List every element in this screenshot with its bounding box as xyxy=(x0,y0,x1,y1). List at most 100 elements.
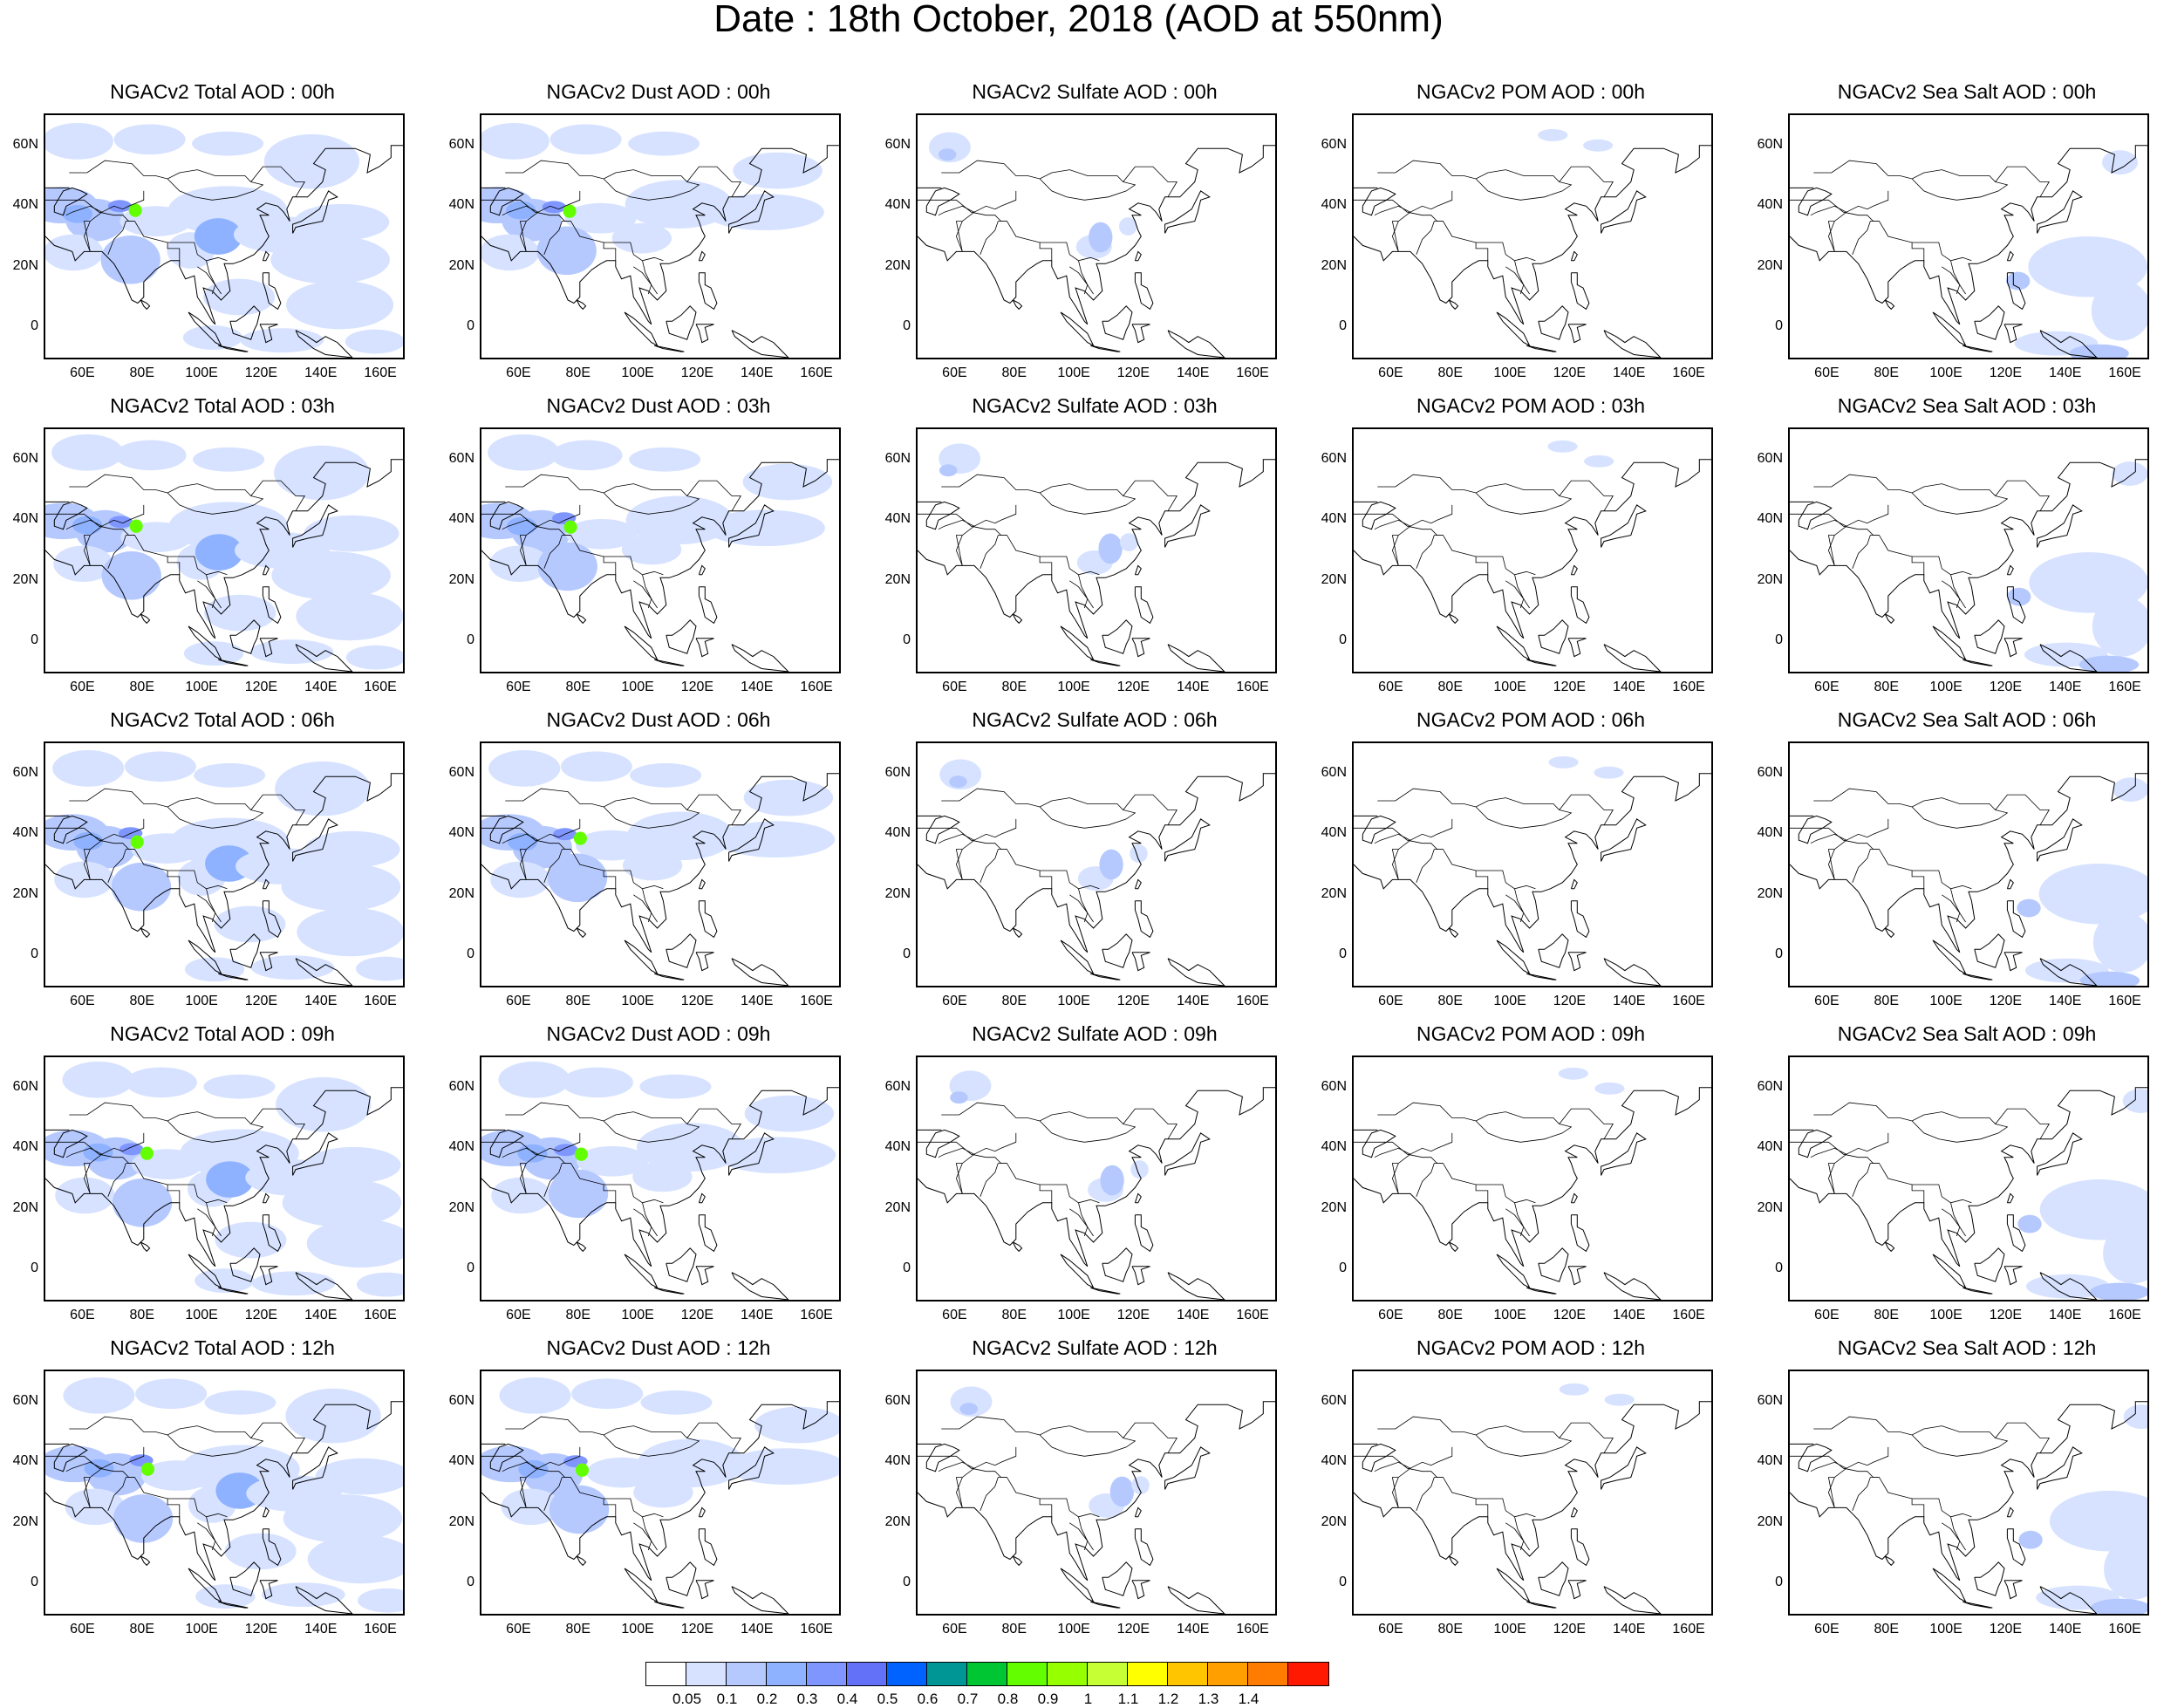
coastline xyxy=(262,1192,270,1204)
country-border xyxy=(642,888,658,923)
aod-blob xyxy=(754,1406,839,1444)
pom-aod-map xyxy=(1354,440,1711,672)
aod-blob xyxy=(576,1145,648,1177)
coastline xyxy=(1798,1443,1833,1472)
coastline xyxy=(925,1129,960,1158)
aod-blob xyxy=(1098,533,1123,564)
aod-blob xyxy=(481,234,540,271)
longitude-tick-label: 140E xyxy=(304,366,338,380)
map-panel xyxy=(480,113,841,359)
coastline xyxy=(1134,1506,1142,1518)
country-border xyxy=(1813,474,2051,512)
coastline xyxy=(262,878,270,890)
longitude-tick-label: 140E xyxy=(1613,1308,1646,1322)
longitude-tick-label: 60E xyxy=(70,1622,95,1636)
coastline xyxy=(1570,1214,1590,1253)
country-border xyxy=(1810,1461,1847,1472)
aod-blob xyxy=(357,1272,403,1297)
aod-blob xyxy=(742,463,833,501)
coastline xyxy=(1012,927,1023,939)
sulfate-aod-map xyxy=(918,1386,1275,1614)
country-border xyxy=(1377,474,1614,512)
aod-blob xyxy=(2069,344,2129,358)
coastline xyxy=(262,272,282,311)
coastline xyxy=(1060,939,1095,975)
latitude-tick-label: 20N xyxy=(12,885,38,901)
latitude-tick-label: 20N xyxy=(1757,1199,1783,1215)
coastline xyxy=(1060,1568,1095,1603)
coastline xyxy=(1448,299,1459,311)
aod-blob xyxy=(276,1076,372,1132)
coastline xyxy=(262,900,282,939)
aod-blob xyxy=(2079,655,2140,672)
aod-blob xyxy=(107,200,133,213)
country-border xyxy=(65,205,103,216)
country-border xyxy=(603,1434,700,1457)
longitude-tick-label: 120E xyxy=(244,1622,278,1636)
country-border xyxy=(1810,833,1847,844)
coastline xyxy=(1962,659,1993,666)
coastline xyxy=(1131,952,1150,972)
panel-title: NGACv2 Total AOD : 03h xyxy=(110,394,335,417)
coastline xyxy=(1538,1561,1569,1596)
coastline xyxy=(698,564,706,576)
latitude-tick-label: 0 xyxy=(31,318,38,334)
coastline xyxy=(53,1443,88,1472)
aod-blob xyxy=(45,123,113,160)
aod-blob xyxy=(1119,533,1138,552)
country-border xyxy=(1078,1516,1094,1551)
panel-title: NGACv2 Total AOD : 12h xyxy=(110,1336,335,1359)
colorbar-label: 0.2 xyxy=(756,1691,778,1707)
aod-blob xyxy=(2123,1404,2147,1430)
coastline xyxy=(1601,1132,1647,1176)
latitude-tick-label: 0 xyxy=(31,632,38,648)
country-border xyxy=(1078,1202,1094,1237)
coastline xyxy=(1012,613,1023,625)
aod-blob xyxy=(315,1458,403,1495)
country-border xyxy=(481,199,664,262)
coastline xyxy=(2006,1506,2014,1518)
aod-blob xyxy=(632,1161,693,1192)
coastline xyxy=(262,586,282,625)
coastline xyxy=(731,958,789,986)
country-border xyxy=(603,557,617,575)
coastline xyxy=(1134,586,1154,625)
longitude-tick-label: 80E xyxy=(129,366,154,380)
coastline xyxy=(1164,1132,1211,1176)
coastline xyxy=(918,1401,1275,1582)
longitude-tick-label: 120E xyxy=(244,366,278,380)
longitude-tick-label: 80E xyxy=(1001,680,1027,694)
coastline xyxy=(259,324,278,344)
coastline xyxy=(1134,1192,1142,1204)
longitude-tick-label: 160E xyxy=(800,680,833,694)
coastline xyxy=(2006,900,2026,939)
coastline xyxy=(1060,625,1095,661)
aod-blob xyxy=(55,1177,115,1214)
coastline xyxy=(2037,818,2083,862)
colorbar-label: 1.2 xyxy=(1157,1691,1179,1707)
aod-blob xyxy=(549,124,622,155)
country-border xyxy=(502,205,539,216)
coastline xyxy=(731,1272,789,1300)
country-border xyxy=(519,849,527,880)
longitude-tick-label: 160E xyxy=(1672,1308,1705,1322)
latitude-tick-label: 60N xyxy=(1321,136,1347,152)
panel-title: NGACv2 POM AOD : 06h xyxy=(1416,708,1646,731)
coastline xyxy=(1601,190,1647,234)
coastline xyxy=(925,1443,960,1472)
longitude-tick-label: 120E xyxy=(1553,994,1587,1008)
country-border xyxy=(1514,574,1530,609)
panel-title: NGACv2 POM AOD : 09h xyxy=(1416,1022,1646,1045)
coastline xyxy=(728,504,775,548)
coastline xyxy=(1134,900,1154,939)
country-border xyxy=(633,894,652,923)
coastline xyxy=(624,1254,659,1289)
longitude-tick-label: 60E xyxy=(506,994,531,1008)
country-border xyxy=(167,871,181,889)
aod-blob xyxy=(114,440,187,471)
latitude-tick-label: 40N xyxy=(1757,197,1783,213)
panel-title: NGACv2 Sulfate AOD : 03h xyxy=(972,394,1218,417)
aod-blob xyxy=(113,124,186,155)
latitude-tick-label: 0 xyxy=(903,1575,911,1590)
latitude-tick-label: 0 xyxy=(1775,1261,1783,1276)
